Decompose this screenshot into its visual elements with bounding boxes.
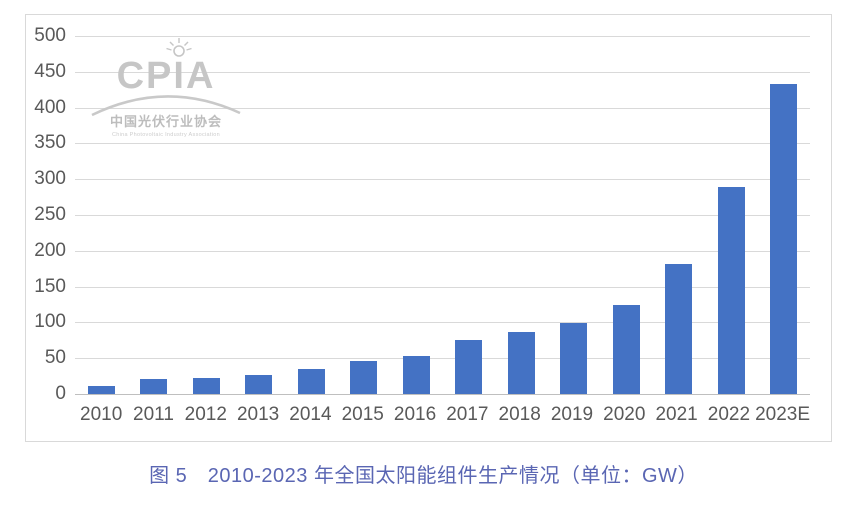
bar-2016 <box>402 356 430 394</box>
y-axis-ticks: 500 450 400 350 300 250 200 150 100 50 0 <box>26 15 72 441</box>
bar-slot <box>128 378 181 394</box>
x-tick-label: 2018 <box>498 404 541 425</box>
x-axis-line <box>75 394 810 395</box>
y-tick-label: 350 <box>34 132 66 154</box>
y-tick-label: 150 <box>34 275 66 297</box>
gridline <box>75 322 810 324</box>
gridline <box>75 179 810 181</box>
bar-2015 <box>350 361 378 394</box>
bar-slot <box>600 304 653 394</box>
y-tick-label: 500 <box>34 25 66 46</box>
figure-caption: 图 5 2010-2023 年全国太阳能组件生产情况（单位：GW） <box>149 465 698 487</box>
bar-slot <box>548 323 601 394</box>
y-tick-label: 250 <box>34 204 66 225</box>
chart-frame: CPIA 中国光伏行业协会 China Photovoltaic Industr… <box>25 14 832 442</box>
x-tick-label: 2022 <box>707 404 751 425</box>
bar-slot <box>180 377 233 394</box>
bar-2010 <box>87 386 115 394</box>
y-tick-label: 450 <box>34 60 66 82</box>
bar-slot <box>285 368 338 394</box>
gridline <box>75 71 810 73</box>
x-tick-label: 2019 <box>550 404 594 425</box>
plot-area <box>75 36 810 395</box>
y-tick-label: 50 <box>44 347 66 369</box>
gridline <box>75 286 810 288</box>
x-tick-label: 2021 <box>655 404 698 425</box>
bar-2020 <box>612 304 640 394</box>
bar-2021 <box>665 263 693 394</box>
gridline <box>75 36 810 37</box>
bar-slot <box>338 361 391 394</box>
bar-2012 <box>192 377 220 394</box>
gridline <box>75 358 810 360</box>
bar-2013 <box>245 374 273 394</box>
x-tick-label: 2015 <box>341 404 384 425</box>
bar-2014 <box>297 368 325 394</box>
bar-slot <box>705 187 758 394</box>
x-tick-label: 2012 <box>184 404 227 425</box>
bar-2019 <box>560 323 588 394</box>
x-tick-label: 2011 <box>133 404 174 425</box>
gridline <box>75 107 810 109</box>
bar-slot <box>390 356 443 394</box>
bars-row <box>75 36 810 394</box>
bar-slot <box>495 332 548 394</box>
gridline <box>75 250 810 252</box>
x-tick-label: 2010 <box>80 404 123 425</box>
x-tick-label: 2020 <box>603 404 646 425</box>
x-tick-label: 2023E <box>755 404 811 425</box>
gridline <box>75 215 810 216</box>
x-tick-label: 2013 <box>236 404 280 425</box>
bar-2018 <box>507 332 535 394</box>
bar-2023E <box>770 83 798 394</box>
bar-slot <box>653 263 706 394</box>
x-tick-label: 2017 <box>446 404 489 425</box>
x-tick-label: 2014 <box>289 404 332 425</box>
bar-slot <box>233 374 286 394</box>
bar-slot <box>443 339 496 394</box>
y-tick-label: 100 <box>34 311 66 333</box>
x-tick-label: 2016 <box>393 404 437 425</box>
bar-2022 <box>717 187 745 394</box>
y-tick-label: 200 <box>34 239 66 261</box>
y-tick-label: 400 <box>34 96 66 118</box>
y-tick-label: 0 <box>55 383 66 404</box>
bar-slot <box>75 386 128 394</box>
bar-slot <box>758 83 811 394</box>
x-axis-ticks: 2010 2011 2012 2013 2014 2015 2016 2017 2018 2019… <box>75 404 810 426</box>
y-tick-label: 300 <box>34 168 66 190</box>
bar-2011 <box>140 378 168 394</box>
gridline <box>75 143 810 145</box>
bar-2017 <box>455 339 483 394</box>
